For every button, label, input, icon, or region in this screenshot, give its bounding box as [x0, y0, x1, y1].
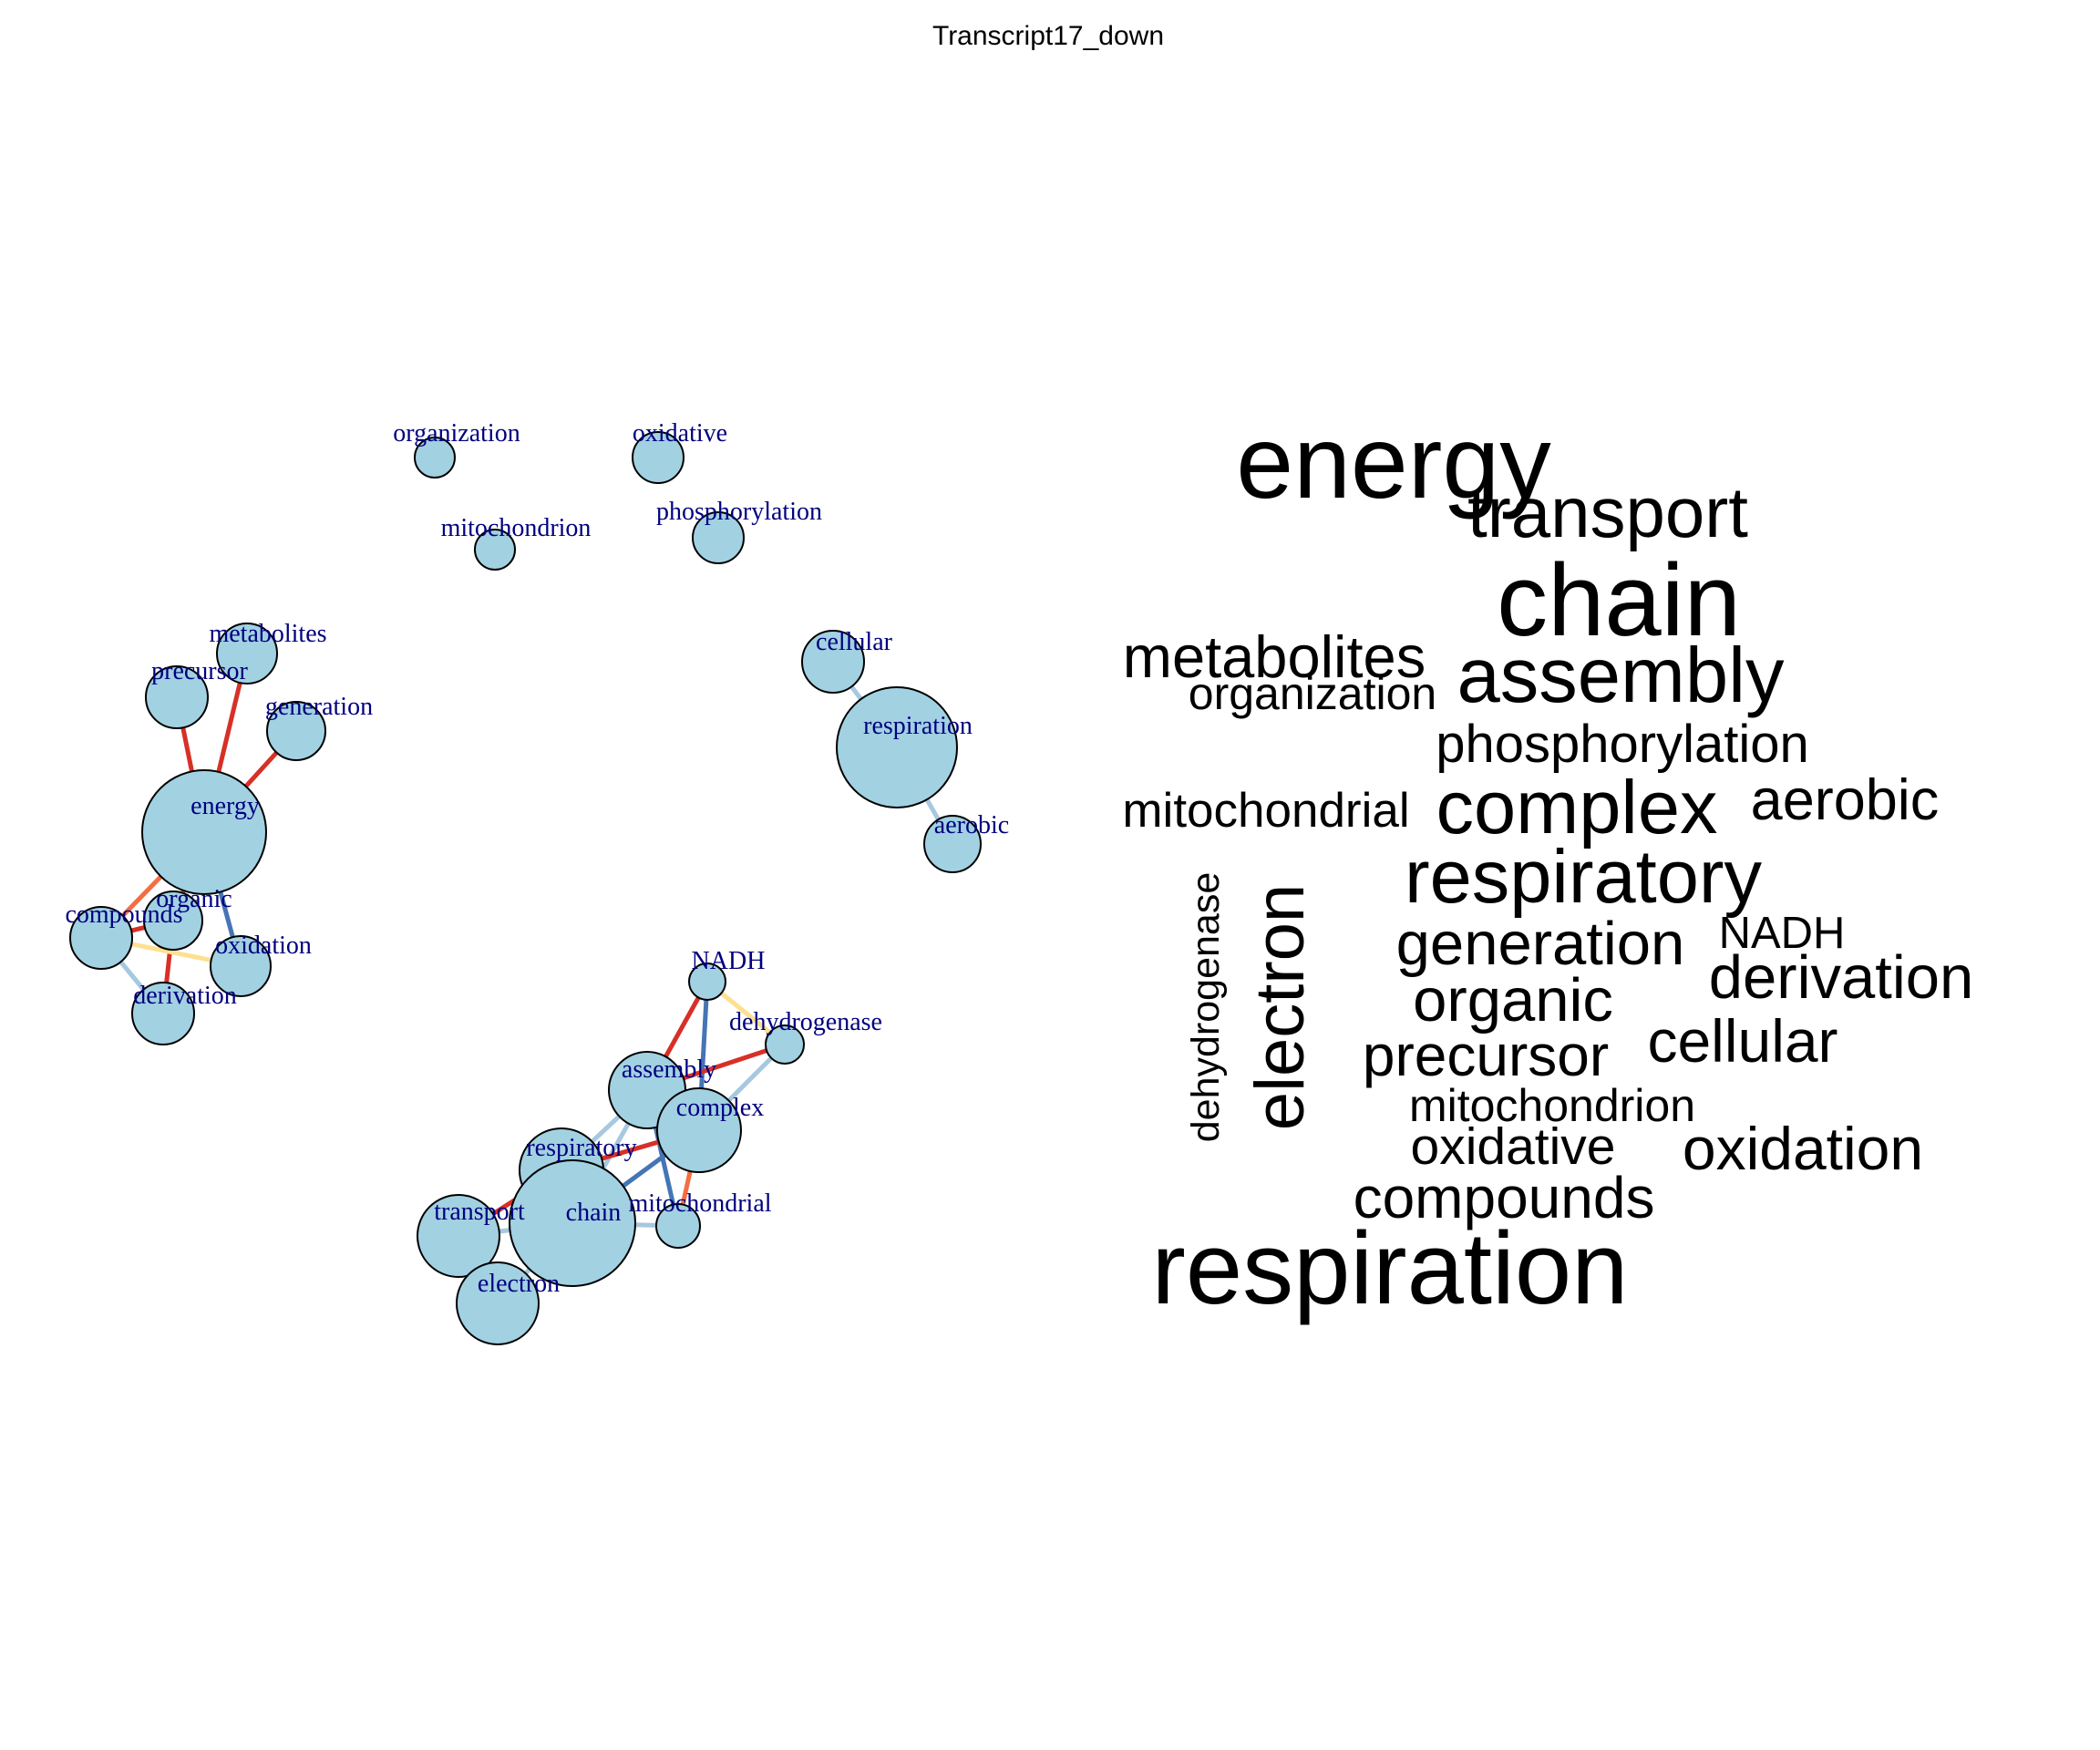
cloud-word-respiratory: respiratory — [1405, 834, 1763, 919]
cloud-word-cellular: cellular — [1647, 1007, 1838, 1075]
cloud-word-organic: organic — [1413, 966, 1613, 1035]
node-label-organization: organization — [393, 419, 520, 448]
node-label-precursor: precursor — [151, 657, 248, 685]
node-label-compounds: compounds — [65, 901, 182, 929]
node-label-complex: complex — [676, 1094, 764, 1122]
figure-title: Transcript17_down — [932, 21, 1164, 51]
cloud-word-energy: energy — [1236, 405, 1551, 520]
node-dehydrogenase — [765, 1024, 805, 1065]
node-precursor — [145, 665, 209, 729]
cloud-word-derivation: derivation — [1709, 943, 1974, 1012]
node-chain — [509, 1159, 636, 1287]
node-energy — [141, 769, 267, 895]
network-labels: organization oxidative mitochondrion phosph… — [65, 419, 1009, 1298]
cloud-word-respiration: respiration — [1152, 1211, 1629, 1325]
node-label-mitochondrial: mitochondrial — [628, 1189, 771, 1218]
node-label-dehydrogenase: dehydrogenase — [729, 1008, 882, 1036]
node-label-energy: energy — [190, 792, 260, 820]
node-phosphorylation — [692, 511, 745, 564]
cloud-word-metabolites: metabolites — [1123, 623, 1426, 690]
cloud-word-oxidative: oxidative — [1411, 1117, 1616, 1176]
node-electron — [456, 1261, 540, 1345]
node-label-cellular: cellular — [816, 628, 893, 656]
node-label-assembly: assembly — [622, 1055, 716, 1084]
node-label-metabolites: metabolites — [209, 620, 326, 648]
node-label-electron: electron — [478, 1270, 560, 1298]
node-label-mitochondrion: mitochondrion — [441, 514, 592, 542]
cloud-word-generation: generation — [1396, 910, 1685, 978]
cloud-word-complex: complex — [1436, 765, 1717, 849]
node-generation — [266, 701, 326, 761]
cloud-word-dehydrogenase: dehydrogenase — [1184, 872, 1228, 1142]
node-label-chain: chain — [566, 1199, 622, 1227]
cloud-word-oxidation: oxidation — [1683, 1115, 1923, 1182]
node-mitochondrial — [655, 1203, 701, 1249]
node-complex — [656, 1087, 742, 1173]
cloud-word-organization: organization — [1189, 668, 1436, 719]
node-label-respiration: respiration — [863, 712, 973, 740]
cloud-word-precursor: precursor — [1363, 1023, 1609, 1088]
node-label-phosphorylation: phosphorylation — [656, 498, 822, 526]
cloud-word-transport: transport — [1467, 472, 1748, 552]
node-cellular — [801, 630, 865, 694]
node-label-oxidative: oxidative — [633, 419, 727, 448]
node-label-organic: organic — [156, 885, 232, 913]
node-transport — [417, 1194, 500, 1278]
node-organic — [143, 890, 203, 951]
node-label-derivation: derivation — [133, 982, 237, 1010]
node-compounds — [69, 906, 133, 970]
cloud-word-aerobic: aerobic — [1751, 768, 1940, 832]
node-oxidation — [210, 935, 272, 997]
node-label-transport: transport — [434, 1198, 525, 1226]
node-aerobic — [923, 815, 982, 873]
node-mitochondrion — [474, 529, 516, 571]
node-derivation — [131, 982, 195, 1045]
cloud-word-chain: chain — [1497, 543, 1741, 657]
node-oxidative — [632, 431, 685, 484]
node-organization — [414, 437, 456, 479]
node-label-generation: generation — [265, 693, 373, 721]
node-label-respiratory: respiratory — [526, 1134, 636, 1162]
node-respiration — [836, 686, 958, 808]
node-metabolites — [216, 623, 278, 685]
cloud-word-electron: electron — [1241, 884, 1319, 1130]
cloud-word-mitochondrial: mitochondrial — [1122, 784, 1409, 838]
cloud-word-compounds: compounds — [1354, 1165, 1655, 1230]
node-label-aerobic: aerobic — [934, 811, 1009, 839]
node-label-oxidation: oxidation — [215, 932, 312, 960]
cloud-word-assembly: assembly — [1457, 633, 1785, 719]
node-NADH — [688, 962, 726, 1001]
cloud-word-phosphorylation: phosphorylation — [1436, 715, 1809, 774]
node-label-NADH: NADH — [692, 947, 766, 975]
cloud-word-NADH: NADH — [1719, 909, 1846, 958]
cloud-word-mitochondrion: mitochondrion — [1409, 1080, 1695, 1131]
network-nodes — [69, 431, 982, 1345]
